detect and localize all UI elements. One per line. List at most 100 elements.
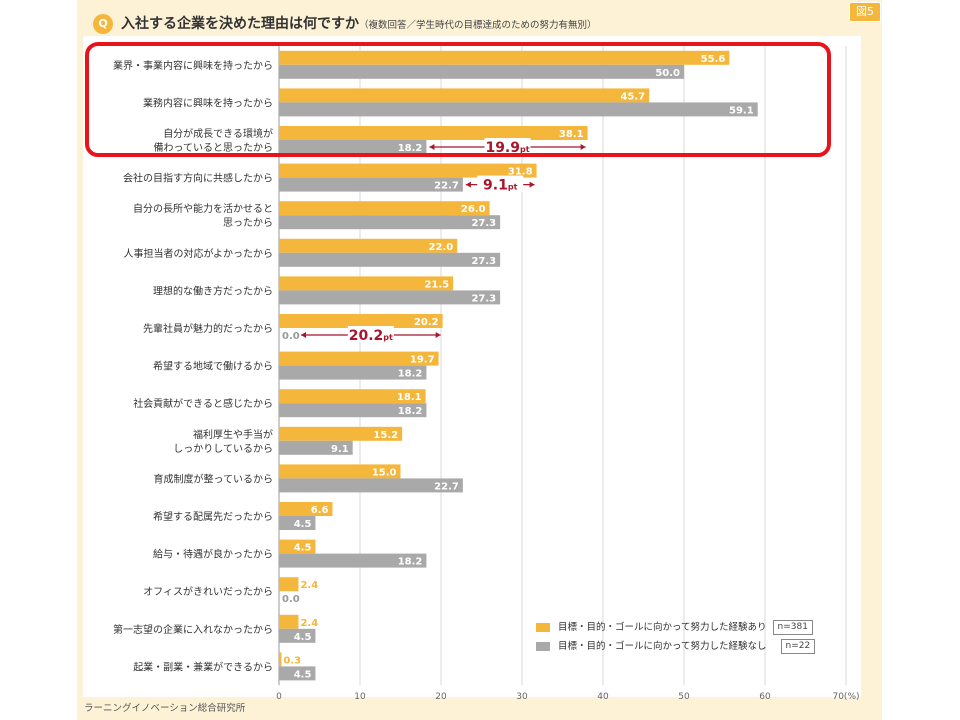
value-label-with-effort: 19.7 [410,355,435,366]
value-label-with-effort: 26.0 [461,204,486,215]
arrow-head-right [580,144,586,150]
value-label-without-effort: 18.2 [398,406,423,417]
category-label: 自分が成長できる環境が [163,127,273,140]
bar-without-effort [279,440,353,455]
value-label-without-effort: 9.1 [331,444,349,455]
value-label-with-effort: 2.4 [300,580,318,591]
arrow-head-left [465,181,471,188]
value-label-without-effort: 4.5 [294,519,312,530]
legend-label-without-effort: 目標・目的・ゴールに向かって努力した経験なし [558,641,767,652]
value-label-with-effort: 15.2 [373,430,398,441]
legend-item-with-effort: 目標・目的・ゴールに向かって努力した経験あり n=381 [536,618,815,637]
bar-with-effort [279,614,299,629]
value-label-without-effort: 22.7 [434,481,459,492]
value-label-without-effort: 18.2 [398,369,423,380]
bar-without-effort [279,252,501,267]
x-tick-label: 30 [516,692,528,702]
difference-label: 9.1pt [483,178,518,194]
difference-label-bg [484,138,531,154]
category-label: 給与・待遇が良かったから [153,548,273,561]
question-text: 入社する企業を決めた理由は何ですか [121,16,359,32]
value-label-without-effort: 27.3 [471,218,496,229]
category-label: 思ったから [223,217,273,229]
category-label: 先輩社員が魅力的だったから [143,322,273,335]
value-label-without-effort: 4.5 [294,669,312,680]
category-label: オフィスがきれいだったから [143,585,273,598]
bar-with-effort [279,502,333,516]
bar-with-effort [279,276,454,291]
value-label-without-effort: 22.7 [434,181,459,192]
value-label-with-effort: 45.7 [620,91,645,102]
value-label-without-effort: 27.3 [471,256,496,267]
bar-without-effort [279,553,427,568]
category-label: 起業・副業・兼業ができるから [133,660,273,673]
legend-swatch-without-effort [536,642,550,651]
figure-label: 図5 [849,2,881,22]
arrow-head-right [529,181,535,188]
bar-without-effort [279,215,501,230]
x-tick-label: 70(%) [832,692,859,702]
value-label-with-effort: 18.1 [397,392,422,403]
legend-item-without-effort: 目標・目的・ゴールに向かって努力した経験なし n=22 [536,637,816,656]
value-label-without-effort: 4.5 [294,632,312,643]
bar-with-effort [279,201,490,216]
arrow-head-right [435,332,441,338]
category-label: 育成制度が整っているから [154,472,274,485]
legend-swatch-with-effort [536,623,550,632]
difference-label-bg [477,175,524,192]
bar-without-effort [279,64,684,79]
category-label: 第一志望の企業に入れなかったから [113,623,273,636]
x-tick-label: 0 [276,692,282,702]
bar-with-effort [279,426,403,441]
value-label-without-effort: 50.0 [655,68,680,79]
bar-without-effort [279,177,463,192]
value-label-with-effort: 2.4 [300,618,318,629]
value-label-with-effort: 38.1 [559,129,584,140]
value-label-with-effort: 20.2 [414,317,439,328]
bar-with-effort [279,351,439,366]
legend-label-with-effort: 目標・目的・ゴールに向かって努力した経験あり [558,622,767,633]
source-note: ラーニングイノベーション総合研究所 [84,703,246,714]
value-label-with-effort: 31.8 [508,167,533,178]
difference-label-bg [347,326,394,342]
legend-n-with-effort: n=381 [772,620,813,635]
question-title: 入社する企業を決めた理由は何ですか（複数回答／学生時代の目標達成のための努力有無… [121,13,597,33]
bar-without-effort [279,403,427,418]
value-label-without-effort: 0.0 [282,594,300,605]
bar-without-effort [279,516,316,530]
bar-with-effort [279,539,316,554]
legend-n-without-effort: n=22 [780,639,816,654]
arrow-head-left [429,144,435,150]
bar-with-effort [279,389,426,404]
bar-with-effort [279,314,443,328]
question-badge: Q [93,14,113,34]
category-label: 業務内容に興味を持ったから [143,96,273,109]
x-tick-label: 40 [597,692,609,702]
bar-with-effort [279,126,588,140]
category-label: 備わっていると思ったから [154,141,274,154]
category-label: 福利厚生や手当が [193,428,273,441]
bar-without-effort [279,365,427,380]
value-label-with-effort: 22.0 [429,242,454,253]
chart-legend: 目標・目的・ゴールに向かって努力した経験あり n=381 目標・目的・ゴールに向か… [536,618,816,656]
category-label: 自分の長所や能力を活かせると [133,202,273,215]
category-label: 業界・事業内容に興味を持ったから [113,59,273,72]
bar-without-effort [279,290,501,305]
bar-with-effort [279,577,299,592]
value-label-without-effort: 59.1 [729,105,754,116]
bar-without-effort [279,628,316,643]
highlight-box [85,42,831,157]
chart-panel [83,36,861,697]
value-label-with-effort: 0.3 [283,655,301,666]
value-label-with-effort: 55.6 [701,54,726,65]
category-label: 希望する地域で働けるから [153,360,273,373]
bar-without-effort [279,102,758,117]
value-label-with-effort: 15.0 [372,467,397,478]
x-tick-label: 20 [435,692,447,702]
x-tick-label: 50 [678,692,690,702]
category-label: しっかりしているから [173,443,273,455]
bar-without-effort [279,666,316,681]
value-label-with-effort: 4.5 [294,543,312,554]
value-label-without-effort: 27.3 [471,293,496,304]
